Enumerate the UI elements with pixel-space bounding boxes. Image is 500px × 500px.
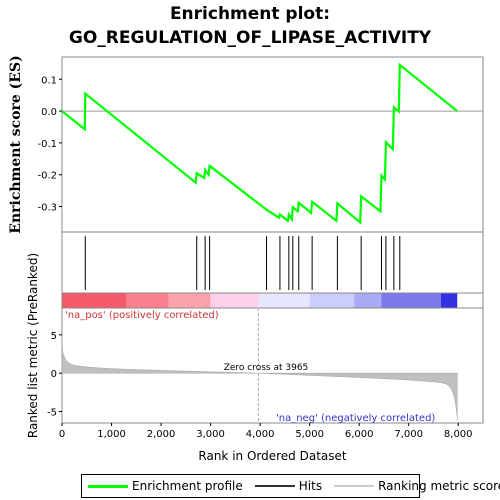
xtick-label-0: 0	[59, 429, 65, 440]
title-line-2: GO_REGULATION_OF_LIPASE_ACTIVITY	[68, 28, 432, 48]
legend-item-hits: Hits	[254, 479, 323, 493]
es-ytick-label-0: -0.3	[37, 203, 57, 214]
xlabel: Rank in Ordered Dataset	[198, 449, 346, 463]
heat-segment-4	[258, 293, 310, 308]
es-curve	[61, 62, 458, 225]
xtick-label-3: 3,000	[196, 429, 225, 440]
legend-label-enrichment: Enrichment profile	[132, 479, 243, 493]
heat-segment-1	[126, 293, 169, 308]
xtick-label-6: 6,000	[345, 429, 374, 440]
rk-ytick-label-2: 5	[51, 331, 57, 342]
ranked-panel-frame	[61, 307, 484, 424]
es-ytick-label-1: -0.2	[37, 171, 57, 182]
es-ytick-label-3: 0.0	[41, 107, 57, 118]
legend-label-hits: Hits	[298, 479, 323, 493]
rk-ytick-label-1: 0	[51, 369, 57, 380]
pos-label: 'na_pos' (positively correlated)	[65, 310, 219, 321]
es-ylabel: Enrichment score (ES)	[8, 55, 24, 233]
legend-swatch-enrichment	[88, 484, 128, 488]
heat-segment-8	[440, 293, 458, 308]
heat-segment-6	[354, 293, 382, 308]
heat-segment-0	[62, 293, 127, 308]
xtick-label-2: 2,000	[147, 429, 176, 440]
xtick-label-7: 7,000	[394, 429, 423, 440]
legend: Enrichment profile Hits Ranking metric s…	[81, 474, 500, 498]
es-panel-frame	[61, 56, 484, 233]
legend-swatch-hits	[254, 485, 295, 487]
xtick-label-4: 4,000	[246, 429, 275, 440]
ranked-metric-area	[61, 336, 458, 421]
xtick-label-5: 5,000	[295, 429, 324, 440]
title-line-1: Enrichment plot:	[169, 4, 331, 24]
heat-segment-3	[210, 293, 259, 308]
heat-segment-5	[309, 293, 355, 308]
rk-ylabel: Ranked list metric (PreRanked)	[26, 253, 40, 438]
heat-segment-2	[168, 293, 211, 308]
neg-label: 'na_neg' (negatively correlated)	[276, 413, 435, 424]
legend-swatch-ranking	[334, 485, 375, 487]
zero-cross-label: Zero cross at 3965	[224, 363, 309, 373]
es-ytick-label-2: -0.1	[37, 139, 57, 150]
xtick-label-8: 8,000	[444, 429, 473, 440]
chart-title: Enrichment plot: GO_REGULATION_OF_LIPASE…	[0, 2, 500, 50]
xtick-label-1: 1,000	[97, 429, 126, 440]
legend-item-ranking: Ranking metric scores	[334, 479, 500, 493]
es-ytick-label-4: 0.1	[41, 75, 57, 86]
hits-panel-frame	[61, 231, 484, 294]
rk-ytick-label-0: -5	[47, 408, 57, 419]
legend-label-ranking: Ranking metric scores	[378, 479, 500, 493]
heat-segment-7	[381, 293, 441, 308]
legend-item-enrichment-profile: Enrichment profile	[88, 479, 243, 493]
